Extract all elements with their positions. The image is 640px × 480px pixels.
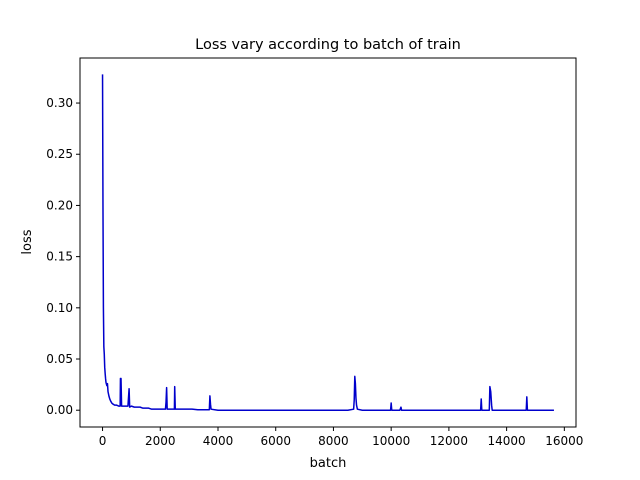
y-tick-label: 0.30 [46,96,73,110]
x-tick-label: 16000 [545,434,583,448]
plot-frame [79,57,577,428]
y-axis-ticks: 0.00 0.05 0.10 0.15 0.20 0.25 0.30 [46,96,80,417]
x-tick-label: 0 [99,434,107,448]
y-tick-label: 0.15 [46,250,73,264]
x-axis-label: batch [310,456,347,471]
series-layer [101,74,554,411]
y-tick-label: 0.25 [46,147,73,161]
x-tick-label: 8000 [318,434,349,448]
x-axis-ticks: 0 2000 4000 6000 8000 10000 12000 14000 16000 [99,427,583,448]
loss-series-line [101,74,554,411]
x-tick-label: 12000 [430,434,468,448]
y-tick-label: 0.05 [46,352,73,366]
chart-title: Loss vary according to batch of train [195,37,461,53]
x-tick-label: 4000 [203,434,234,448]
x-tick-label: 6000 [260,434,291,448]
y-tick-label: 0.00 [46,403,73,417]
y-axis-label: loss [20,229,35,254]
x-tick-label: 10000 [372,434,410,448]
y-tick-label: 0.10 [46,301,73,315]
x-tick-label: 2000 [145,434,176,448]
x-tick-label: 14000 [488,434,526,448]
y-tick-label: 0.20 [46,198,73,212]
